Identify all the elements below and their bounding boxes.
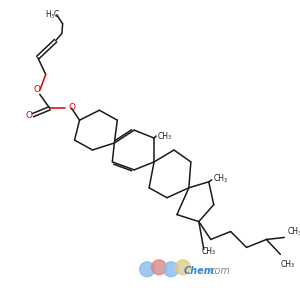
- Circle shape: [176, 260, 190, 275]
- Text: CH: CH: [158, 132, 169, 141]
- Text: CH: CH: [280, 260, 291, 269]
- Text: CH: CH: [287, 227, 298, 236]
- Text: CH: CH: [214, 174, 225, 183]
- Text: 3: 3: [224, 178, 227, 183]
- Text: CH: CH: [202, 247, 213, 256]
- Text: C: C: [54, 10, 59, 19]
- Circle shape: [164, 262, 178, 277]
- Circle shape: [140, 262, 154, 277]
- Text: Chem: Chem: [184, 266, 215, 276]
- Text: H: H: [46, 10, 52, 19]
- Text: 3: 3: [297, 230, 300, 236]
- Text: 3: 3: [212, 250, 215, 255]
- Text: O: O: [69, 103, 76, 112]
- Text: 3: 3: [290, 263, 293, 268]
- Text: O: O: [33, 85, 40, 94]
- Text: 3: 3: [50, 14, 53, 19]
- Text: O: O: [25, 111, 32, 120]
- Text: .: .: [207, 266, 210, 276]
- Circle shape: [152, 260, 166, 275]
- Text: com: com: [210, 266, 231, 276]
- Text: 3: 3: [168, 135, 171, 140]
